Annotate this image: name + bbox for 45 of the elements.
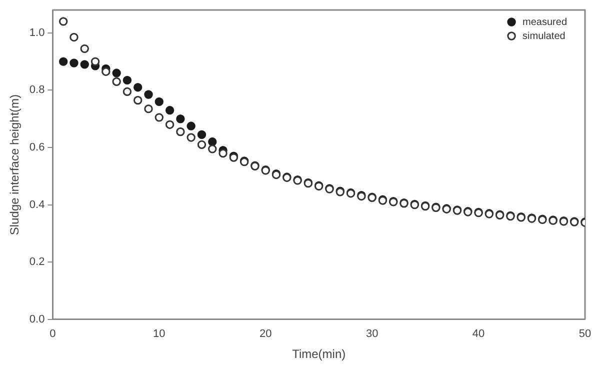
point (208, 144, 217, 154)
y-tick-label: 0.4 (29, 198, 45, 211)
point (197, 130, 206, 139)
point (102, 67, 110, 76)
point (112, 77, 121, 86)
x-tick-label: 50 (578, 328, 592, 340)
y-tick-label: 0.8 (29, 84, 45, 96)
x-tick-label: 10 (153, 328, 166, 340)
x-tick-label: 20 (259, 328, 272, 340)
point (112, 68, 121, 78)
point (165, 120, 174, 129)
point (176, 127, 185, 136)
y-tick-label: 0.2 (29, 256, 45, 268)
point (186, 133, 196, 142)
x-tick-label: 40 (472, 328, 485, 340)
point (176, 114, 185, 124)
point (70, 32, 78, 42)
y-axis-title: Sludge interface height(m) (8, 94, 22, 236)
point (90, 57, 100, 66)
point (70, 58, 78, 68)
y-tick-label: 0.0 (29, 313, 45, 326)
point (186, 122, 196, 130)
point (80, 44, 89, 54)
point (144, 90, 153, 99)
y-tick-label: 1.0 (29, 26, 45, 39)
x-tick-label: 30 (366, 328, 378, 340)
point (154, 97, 164, 106)
point (208, 137, 217, 146)
point (134, 96, 142, 105)
x-axis-title: Time(min) (292, 347, 346, 362)
legend-label: simulated (522, 30, 566, 42)
point (165, 106, 174, 115)
point (122, 76, 132, 85)
point (197, 140, 206, 149)
point (144, 104, 153, 114)
point (154, 113, 164, 122)
point (218, 148, 228, 158)
point (134, 83, 142, 92)
point (80, 60, 89, 69)
legend-label: measured (522, 16, 567, 28)
point (122, 87, 132, 96)
x-tick-label: 0 (50, 328, 56, 340)
point (58, 17, 68, 26)
y-tick-label: 0.6 (29, 142, 45, 154)
point (58, 57, 68, 66)
